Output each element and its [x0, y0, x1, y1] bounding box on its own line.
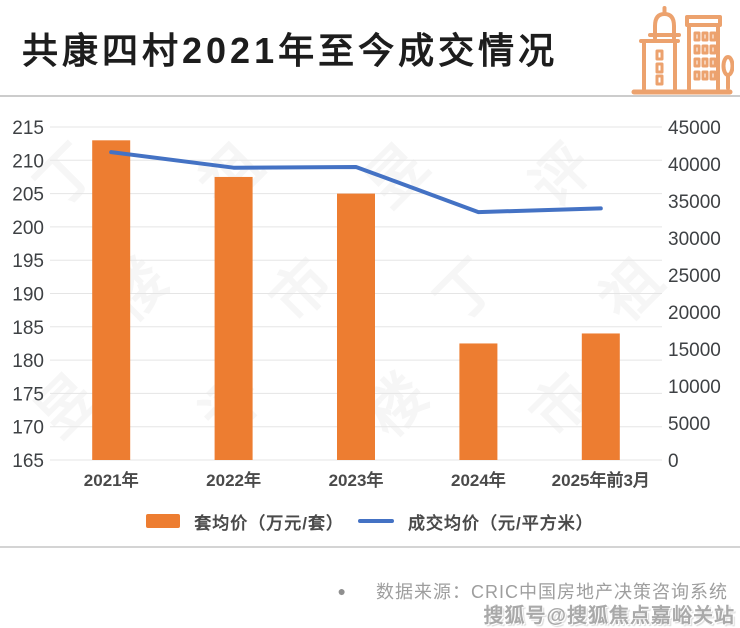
x-axis-label: 2022年 — [206, 470, 261, 490]
data-source-text: 数据来源：CRIC中国房地产决策咨询系统 — [376, 582, 728, 602]
y-axis-left-tick: 165 — [12, 451, 44, 472]
y-axis-right-tick: 10000 — [668, 377, 721, 398]
chart-area: 丁祖昱评楼市丁祖昱评楼市2152102052001951901851801751… — [0, 100, 740, 500]
y-axis-left-tick: 195 — [12, 251, 44, 272]
footer-divider — [0, 546, 740, 548]
y-axis-left-tick: 215 — [12, 118, 44, 139]
data-source-row: ● 数据来源：CRIC中国房地产决策咨询系统 — [338, 578, 728, 604]
bar-2021年 — [92, 140, 131, 460]
page-title: 共康四村2021年至今成交情况 — [22, 30, 559, 71]
line-legend-swatch-icon — [358, 519, 394, 523]
y-axis-right-tick: 45000 — [668, 118, 721, 139]
bar-legend-label: 套均价（万元/套） — [194, 513, 344, 533]
buildings-icon — [631, 6, 734, 95]
y-axis-left-tick: 210 — [12, 151, 44, 172]
line-legend-label: 成交均价（元/平方米） — [408, 513, 594, 533]
y-axis-right-tick: 15000 — [668, 340, 721, 361]
watermark-text: 评 — [518, 132, 605, 219]
y-axis-left-tick: 185 — [12, 318, 44, 339]
y-axis-right-tick: 40000 — [668, 155, 721, 176]
y-axis-left-tick: 170 — [12, 418, 44, 439]
legend: 套均价（万元/套） 成交均价（元/平方米） — [0, 506, 740, 536]
y-axis-right-tick: 5000 — [668, 414, 710, 435]
x-axis-label: 2024年 — [451, 470, 506, 490]
y-axis-right-tick: 35000 — [668, 192, 721, 213]
y-axis-right-tick: 30000 — [668, 229, 721, 250]
y-axis-right-tick: 25000 — [668, 266, 721, 287]
bullet-icon: ● — [337, 583, 346, 599]
y-axis-left-tick: 205 — [12, 185, 44, 206]
y-axis-left-tick: 180 — [12, 351, 44, 372]
y-axis-left-tick: 190 — [12, 285, 44, 306]
y-axis-right-tick: 0 — [668, 451, 679, 472]
bar-2023年 — [337, 193, 375, 460]
bar-2022年 — [214, 176, 253, 460]
bar-legend-swatch-icon — [146, 514, 181, 528]
y-axis-left-tick: 175 — [12, 384, 44, 405]
bar-2025年前3月 — [581, 333, 620, 460]
y-axis-left-tick: 200 — [12, 218, 44, 239]
sohu-watermark-text: 搜狐号@搜狐焦点嘉峪关站 — [483, 605, 735, 627]
trend-line — [109, 150, 603, 215]
header: 共康四村2021年至今成交情况 — [0, 0, 740, 97]
x-axis-label: 2023年 — [329, 470, 384, 490]
bar-2024年 — [459, 343, 498, 460]
x-axis-label: 2025年前3月 — [552, 470, 650, 490]
x-axis-label: 2021年 — [84, 470, 139, 490]
y-axis-right-tick: 20000 — [668, 303, 721, 324]
